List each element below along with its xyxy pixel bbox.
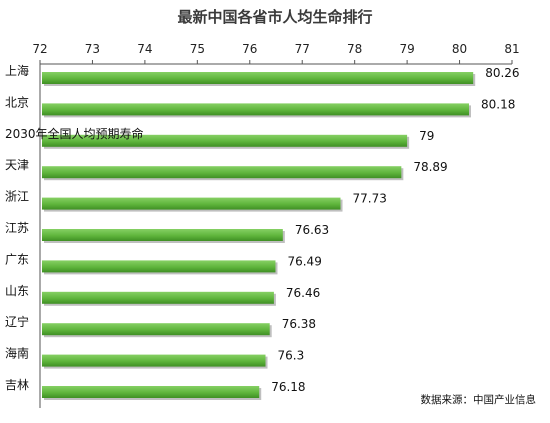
value-label: 80.26 (485, 66, 519, 80)
x-tick-label: 73 (85, 42, 100, 56)
value-label: 80.18 (481, 97, 515, 111)
value-label: 76.46 (286, 286, 320, 300)
chart-title: 最新中国各省市人均生命排行 (177, 8, 373, 26)
x-tick-label: 72 (32, 42, 47, 56)
category-label: 广东 (5, 252, 29, 266)
value-label: 76.18 (271, 380, 305, 394)
value-label: 79 (419, 129, 434, 143)
bar (42, 323, 270, 336)
category-label: 辽宁 (5, 314, 29, 329)
bar (42, 72, 474, 84)
source-note: 数据来源：中国产业信息 (420, 394, 537, 406)
category-label: 吉林 (5, 378, 29, 392)
x-tick-label: 80 (452, 42, 467, 56)
value-label: 78.89 (413, 160, 447, 174)
x-tick-label: 76 (242, 42, 257, 56)
bar (42, 166, 402, 179)
x-tick-label: 77 (295, 42, 310, 56)
category-label: 上海 (5, 63, 29, 78)
bar (42, 134, 408, 147)
value-label: 76.38 (282, 317, 316, 331)
category-label: 海南 (5, 346, 29, 361)
bar (42, 260, 276, 273)
value-label: 77.73 (353, 192, 387, 206)
category-label: 北京 (5, 95, 29, 109)
value-label: 76.49 (287, 254, 321, 268)
x-tick-label: 74 (137, 42, 152, 56)
x-tick-label: 75 (190, 42, 205, 56)
value-label: 76.63 (295, 223, 329, 237)
x-tick-label: 79 (399, 42, 414, 56)
bar (42, 103, 469, 116)
bar (42, 386, 260, 398)
category-label: 山东 (5, 284, 29, 298)
bar (42, 197, 341, 210)
x-tick-label: 78 (347, 42, 362, 56)
category-label: 2030年全国人均预期寿命 (5, 126, 144, 141)
bar (42, 354, 266, 367)
category-label: 江苏 (5, 221, 29, 235)
bar (42, 291, 274, 304)
category-label: 浙江 (5, 190, 29, 204)
x-tick-label: 81 (504, 42, 519, 56)
category-label: 天津 (5, 158, 29, 172)
bar (42, 229, 283, 241)
value-label: 76.3 (278, 349, 305, 363)
